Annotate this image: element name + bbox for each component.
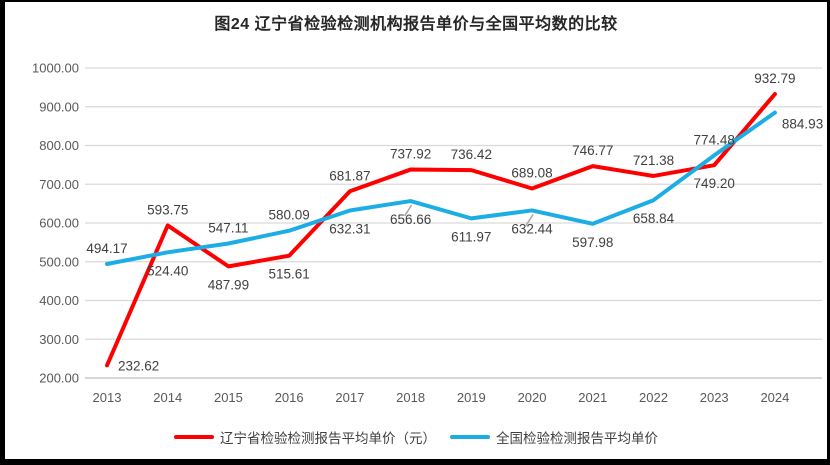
line-chart: 200.00 300.00 400.00 500.00 600.00 700.00 800.… xyxy=(32,61,823,406)
svg-text:611.97: 611.97 xyxy=(451,229,491,244)
svg-text:494.17: 494.17 xyxy=(86,241,127,256)
legend-label-liaoning: 辽宁省检验检测报告平均单价（元） xyxy=(220,431,436,446)
svg-text:597.98: 597.98 xyxy=(572,235,613,250)
svg-text:232.62: 232.62 xyxy=(118,358,159,373)
svg-text:515.61: 515.61 xyxy=(269,267,310,282)
svg-text:2015: 2015 xyxy=(214,390,243,405)
svg-text:700.00: 700.00 xyxy=(39,177,79,192)
svg-text:736.42: 736.42 xyxy=(451,147,492,162)
svg-text:632.44: 632.44 xyxy=(511,221,553,236)
svg-text:2014: 2014 xyxy=(153,390,182,405)
chart-legend: 辽宁省检验检测报告平均单价（元） 全国检验检测报告平均单价 xyxy=(5,427,827,447)
svg-text:2020: 2020 xyxy=(518,390,547,405)
svg-text:2022: 2022 xyxy=(639,390,668,405)
svg-text:689.08: 689.08 xyxy=(511,165,552,180)
svg-text:2017: 2017 xyxy=(335,390,364,405)
svg-text:580.09: 580.09 xyxy=(269,208,310,223)
svg-text:1000.00: 1000.00 xyxy=(32,61,79,76)
svg-text:487.99: 487.99 xyxy=(208,277,249,292)
svg-text:800.00: 800.00 xyxy=(39,138,79,153)
svg-text:774.48: 774.48 xyxy=(694,132,735,147)
legend-swatch-liaoning-icon xyxy=(174,435,214,439)
svg-text:200.00: 200.00 xyxy=(39,371,79,386)
svg-text:749.20: 749.20 xyxy=(694,176,735,191)
legend-label-national: 全国检验检测报告平均单价 xyxy=(496,431,658,446)
chart-title: 图24 辽宁省检验检测机构报告单价与全国平均数的比较 xyxy=(214,16,618,33)
svg-text:656.66: 656.66 xyxy=(390,212,431,227)
svg-text:2019: 2019 xyxy=(457,390,486,405)
svg-text:593.75: 593.75 xyxy=(147,202,188,217)
svg-text:2024: 2024 xyxy=(760,390,789,405)
svg-text:2023: 2023 xyxy=(700,390,729,405)
svg-text:2018: 2018 xyxy=(396,390,425,405)
legend-item-national: 全国检验检测报告平均单价 xyxy=(450,427,658,447)
svg-text:547.11: 547.11 xyxy=(208,220,248,235)
svg-text:524.40: 524.40 xyxy=(147,263,188,278)
svg-text:884.93: 884.93 xyxy=(782,117,823,132)
svg-text:746.77: 746.77 xyxy=(572,143,613,158)
svg-text:600.00: 600.00 xyxy=(39,216,79,231)
svg-text:2013: 2013 xyxy=(93,390,122,405)
svg-text:632.31: 632.31 xyxy=(329,221,370,236)
svg-text:300.00: 300.00 xyxy=(39,332,79,347)
svg-text:2016: 2016 xyxy=(275,390,304,405)
svg-text:658.84: 658.84 xyxy=(633,211,675,226)
legend-item-liaoning: 辽宁省检验检测报告平均单价（元） xyxy=(174,427,436,447)
svg-text:737.92: 737.92 xyxy=(390,147,431,162)
svg-text:500.00: 500.00 xyxy=(39,254,79,269)
svg-text:900.00: 900.00 xyxy=(39,99,79,114)
svg-text:681.87: 681.87 xyxy=(329,168,370,183)
svg-text:721.38: 721.38 xyxy=(633,153,674,168)
svg-text:932.79: 932.79 xyxy=(754,71,795,86)
svg-text:400.00: 400.00 xyxy=(39,293,79,308)
svg-text:2021: 2021 xyxy=(578,390,607,405)
legend-swatch-national-icon xyxy=(450,435,490,439)
